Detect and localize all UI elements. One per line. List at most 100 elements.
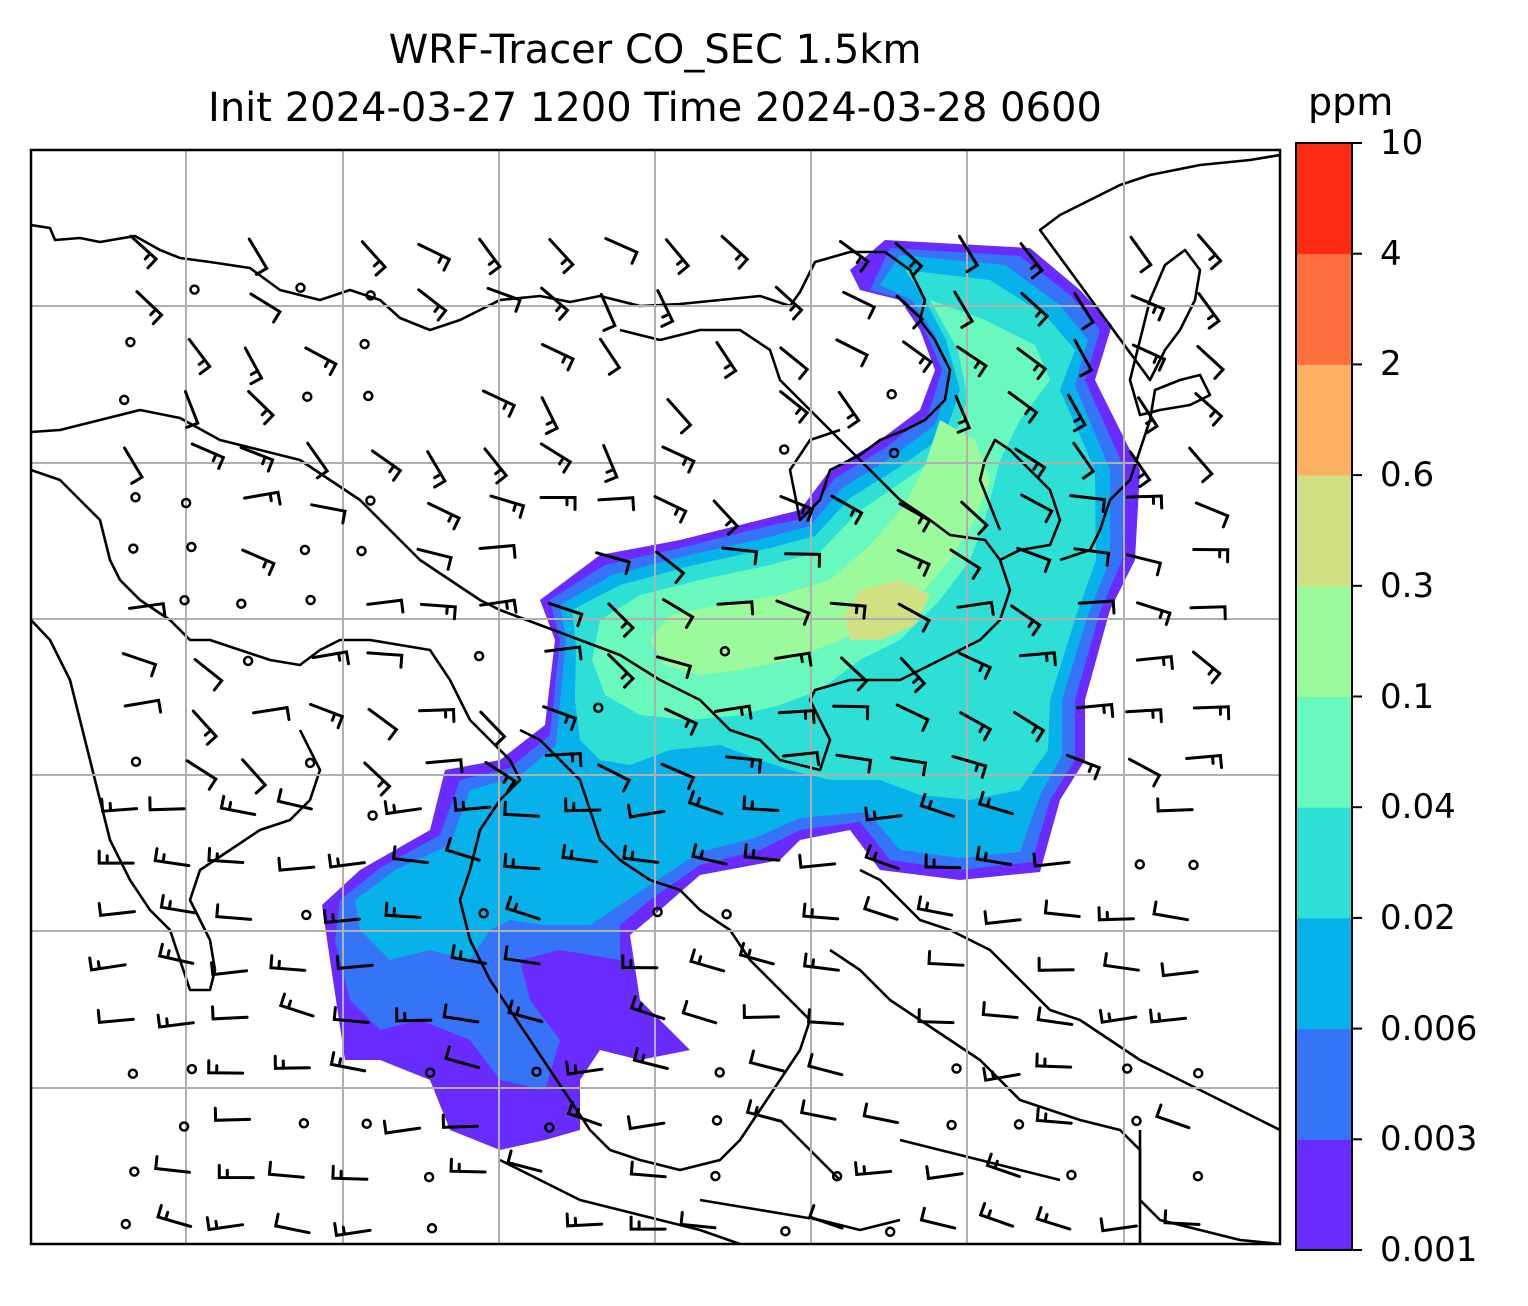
wind-barb (185, 759, 218, 791)
wind-barb (484, 760, 517, 793)
wind-barb (419, 602, 457, 621)
colorbar-tick-label: 0.02 (1380, 897, 1456, 938)
wind-barb (441, 1113, 479, 1129)
coastline-indonesia-south (499, 1130, 1142, 1244)
wind-barb (154, 1155, 191, 1174)
wind-barb (327, 853, 366, 869)
wind-barb (985, 1152, 1021, 1178)
wind-barb (210, 961, 249, 977)
calm-wind-marker (886, 389, 897, 400)
calm-wind-marker (531, 1066, 542, 1077)
wind-barb (322, 909, 361, 925)
wind-barb (607, 653, 636, 689)
wind-barb (774, 285, 804, 321)
wind-barb (1013, 711, 1046, 743)
calm-wind-marker (302, 391, 313, 402)
colorbar-tick-label: 0.6 (1380, 455, 1435, 496)
wind-barb (135, 290, 164, 326)
wind-barb (425, 758, 464, 774)
wind-barb (1152, 900, 1189, 922)
calm-wind-marker (478, 908, 489, 919)
wind-barb (88, 956, 127, 972)
calm-wind-marker (130, 492, 141, 503)
wind-barb (953, 290, 975, 329)
wind-barb (96, 1008, 135, 1025)
wind-barb (890, 756, 928, 777)
wind-barb (632, 1047, 669, 1070)
wind-barb (862, 895, 899, 921)
wind-barb (898, 502, 932, 533)
wind-barb (269, 954, 307, 972)
wind-barb (211, 1005, 249, 1021)
wind-barb (540, 343, 576, 372)
wind-barb (712, 499, 740, 536)
wind-barb (894, 241, 924, 277)
colorbar-tick-label: 10 (1380, 123, 1424, 163)
wind-barb (1066, 753, 1102, 781)
wind-barb (798, 853, 837, 869)
wind-barb (1043, 899, 1081, 918)
wind-barb (1149, 1008, 1188, 1024)
wind-barb (916, 895, 954, 917)
wind-barb (1073, 547, 1111, 567)
wind-barb (627, 803, 666, 819)
calm-wind-marker (186, 1063, 198, 1075)
calm-wind-marker (125, 336, 136, 348)
colorbar-tick-label: 4 (1380, 233, 1402, 274)
wind-barb (779, 346, 810, 381)
wind-barb (957, 651, 993, 680)
wind-barb (807, 1204, 844, 1230)
wind-barb (148, 796, 186, 812)
wind-barb (1154, 1103, 1191, 1130)
wind-barb (715, 341, 738, 379)
wind-barb (777, 709, 816, 725)
wind-barb (689, 948, 726, 973)
wind-barb (799, 1099, 837, 1121)
calm-wind-marker (180, 497, 192, 509)
wind-barb (864, 806, 903, 822)
wind-barb (725, 755, 763, 774)
wind-barb (123, 698, 163, 714)
wind-barb (1135, 654, 1174, 670)
wind-barb (1128, 450, 1152, 489)
wind-barb (311, 650, 350, 666)
wind-barb (371, 449, 403, 482)
wind-barb (506, 1149, 543, 1173)
wind-barb (478, 237, 502, 276)
wind-barb (442, 1003, 480, 1024)
wind-barb (277, 856, 316, 872)
wind-barb (219, 794, 257, 816)
wind-barb (544, 645, 583, 661)
calm-wind-marker (186, 541, 197, 553)
wind-barb (745, 1099, 782, 1123)
wind-barb (924, 853, 962, 870)
wind-barb (954, 394, 972, 434)
wind-barb (1192, 705, 1231, 721)
wind-barb (564, 797, 602, 813)
wind-barb (247, 237, 269, 276)
wind-barb (1136, 601, 1172, 626)
wind-barb (193, 658, 224, 692)
map-title-line-2: Init 2024-03-27 1200 Time 2024-03-28 060… (208, 85, 1102, 131)
coastline-southeast-asia (458, 719, 812, 1172)
wind-barb (1188, 446, 1214, 484)
coastline-china (31, 328, 1012, 772)
wind-barb (802, 902, 840, 921)
wind-barb (544, 751, 583, 767)
wind-barb (902, 340, 934, 373)
wind-barb (664, 707, 699, 736)
wind-barb (829, 601, 867, 620)
wind-barb (895, 294, 925, 330)
wind-barb (1066, 393, 1088, 433)
wind-barb (1125, 494, 1164, 510)
wind-barb (540, 396, 560, 435)
calm-wind-marker (888, 447, 900, 459)
colorbar-tick-label: 2 (1380, 344, 1402, 385)
wind-barb (975, 845, 1013, 866)
wind-barb (597, 763, 632, 793)
wind-barb (957, 234, 980, 274)
wind-barb (306, 441, 330, 480)
map-title-line-1: WRF-Tracer CO_SEC 1.5km (388, 27, 922, 73)
wind-barb (629, 1160, 667, 1179)
